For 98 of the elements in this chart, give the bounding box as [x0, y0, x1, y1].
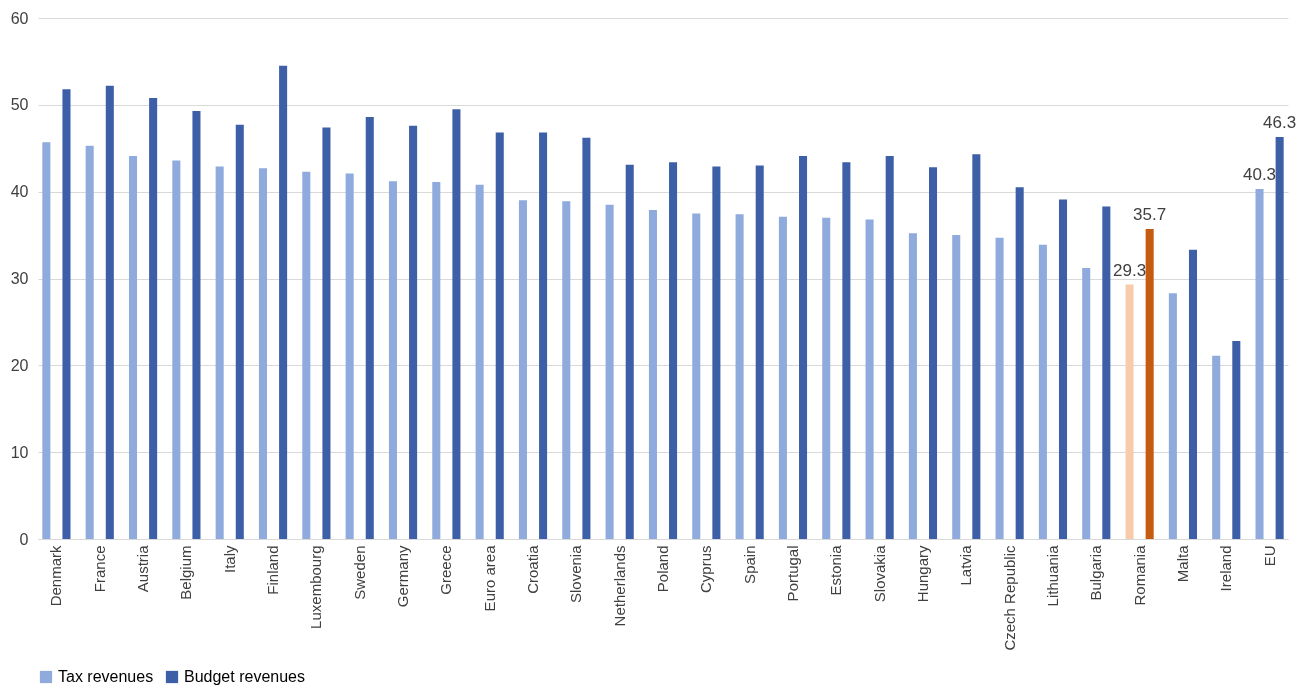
bar	[539, 132, 548, 539]
x-tick-label: Bulgaria	[1087, 544, 1105, 601]
bar	[735, 214, 744, 539]
x-tick-label: Belgium	[177, 545, 195, 600]
bar	[972, 154, 981, 539]
x-tick-label: Slovenia	[567, 544, 585, 604]
bar	[42, 142, 51, 539]
bar	[235, 124, 244, 539]
x-tick-label: Portugal	[783, 545, 801, 602]
x-tick-label: Finland	[264, 545, 282, 595]
bar	[149, 97, 158, 539]
bar	[582, 137, 591, 539]
x-tick-label: Austria	[134, 544, 152, 593]
x-tick-label: Latvia	[957, 544, 975, 586]
data-label: 40.3	[1242, 165, 1277, 185]
bar	[1168, 293, 1177, 539]
bar	[605, 204, 614, 539]
bar	[865, 219, 874, 539]
x-tick-label: Spain	[740, 545, 758, 584]
x-tick-label: Lithuania	[1043, 544, 1061, 607]
bar	[1015, 187, 1024, 539]
bar	[929, 167, 938, 539]
x-tick-label: Italy	[220, 545, 238, 574]
bar	[172, 160, 181, 539]
legend-label: Tax revenues	[58, 668, 154, 685]
bar	[365, 116, 374, 539]
bar	[1082, 268, 1091, 539]
y-tick-label: 50	[10, 96, 29, 114]
bar	[409, 125, 418, 539]
x-tick-label: EU	[1260, 545, 1278, 567]
bar	[822, 217, 831, 539]
bar	[669, 162, 678, 539]
bar	[388, 181, 397, 539]
bar	[995, 237, 1004, 539]
bar	[192, 110, 201, 539]
bar	[128, 156, 138, 539]
bar	[302, 171, 311, 539]
bar	[692, 213, 701, 539]
bar	[258, 168, 268, 539]
x-tick-label: Croatia	[524, 544, 542, 594]
x-tick-label: Netherlands	[610, 545, 628, 627]
bar	[495, 132, 504, 539]
bar	[518, 200, 527, 539]
bar	[1212, 355, 1221, 539]
bar	[432, 182, 441, 539]
bar	[452, 109, 461, 539]
x-tick-label: Poland	[654, 545, 671, 593]
bar	[562, 201, 571, 539]
bar	[1188, 249, 1198, 539]
bar	[755, 165, 764, 539]
y-tick-label: 10	[10, 443, 29, 461]
x-tick-label: Denmark	[47, 545, 65, 607]
data-label: 46.3	[1263, 112, 1297, 132]
bar	[62, 89, 71, 539]
bar	[279, 65, 288, 539]
bar	[1058, 199, 1068, 539]
bar	[1145, 229, 1154, 539]
bar	[625, 164, 634, 539]
x-tick-label: Estonia	[827, 544, 845, 596]
data-label: 29.3	[1113, 260, 1147, 280]
x-tick-label: France	[90, 545, 108, 593]
x-tick-label: Ireland	[1217, 545, 1235, 592]
x-tick-label: Czech Republic	[1000, 545, 1018, 651]
y-tick-label: 0	[19, 530, 29, 548]
y-tick-label: 30	[10, 270, 29, 287]
bar	[712, 166, 721, 539]
bar	[475, 184, 484, 539]
x-tick-label: Romania	[1130, 544, 1148, 606]
y-tick-label: 20	[10, 356, 29, 374]
x-tick-label: Malta	[1173, 544, 1191, 583]
bar	[1125, 284, 1134, 539]
x-tick-label: Slovakia	[870, 544, 888, 603]
x-tick-label: Luxembourg	[307, 545, 325, 629]
bar	[1102, 206, 1111, 539]
x-tick-label: Sweden	[350, 545, 368, 600]
bar	[778, 216, 787, 539]
bar	[85, 145, 94, 539]
bar	[908, 233, 917, 539]
bar	[322, 127, 331, 539]
bar	[885, 156, 894, 539]
x-tick-label: Germany	[394, 545, 412, 608]
x-tick-label: Euro area	[480, 544, 498, 612]
bar	[648, 209, 657, 539]
y-tick-label: 40	[10, 183, 29, 201]
bar	[345, 173, 354, 539]
bar	[215, 166, 224, 539]
bar	[105, 85, 114, 539]
legend-label: Budget revenues	[184, 668, 305, 685]
bar	[842, 162, 851, 539]
bar	[1232, 341, 1241, 539]
bar	[1038, 244, 1047, 539]
bar	[799, 156, 808, 539]
data-label: 35.7	[1133, 205, 1167, 225]
x-tick-label: Cyprus	[697, 545, 715, 594]
x-tick-label: Greece	[437, 545, 455, 595]
y-tick-label: 60	[10, 9, 29, 27]
x-tick-label: Hungary	[913, 545, 931, 603]
bar	[952, 235, 961, 539]
